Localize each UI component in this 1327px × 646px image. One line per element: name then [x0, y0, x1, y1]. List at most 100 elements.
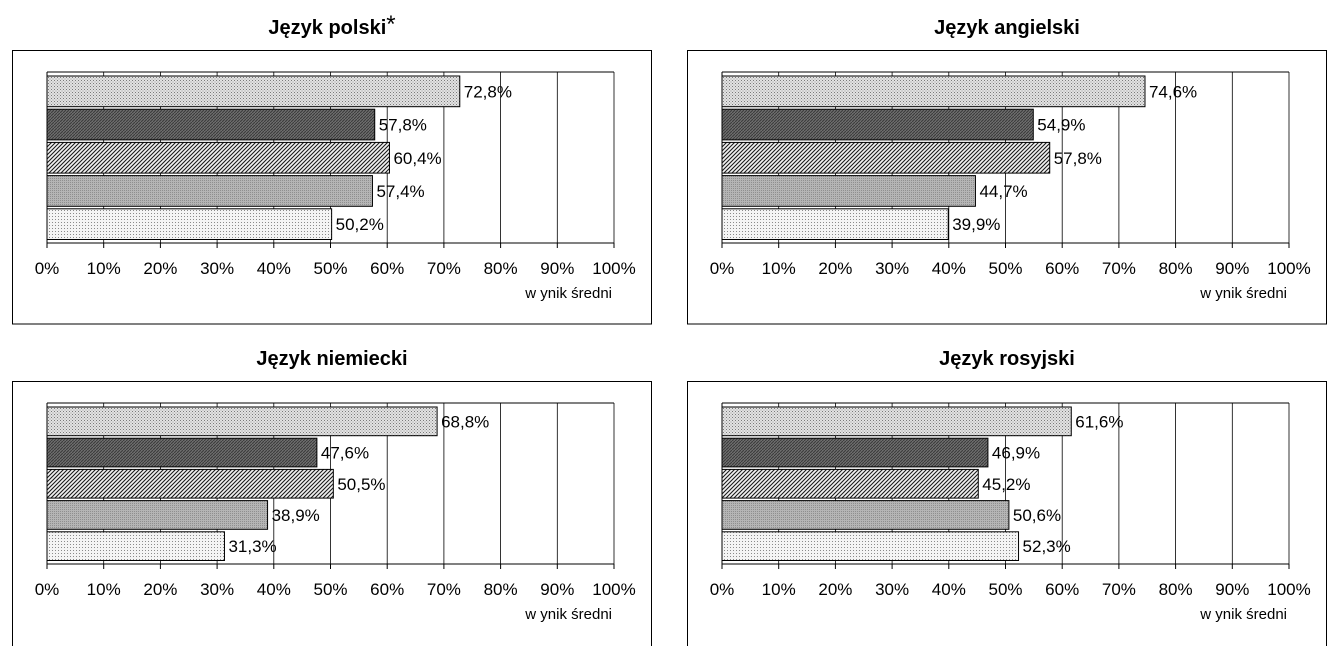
x-tick-label: 0% [710, 259, 735, 278]
x-tick-label: 90% [1215, 259, 1249, 278]
chart-title: Język niemiecki [256, 348, 408, 370]
x-axis-label: w ynik średni [1199, 285, 1287, 302]
x-tick-label: 60% [370, 259, 404, 278]
data-label: 57,8% [1054, 149, 1102, 168]
x-tick-label: 90% [540, 580, 574, 599]
x-tick-label: 50% [988, 580, 1022, 599]
x-tick-label: 40% [257, 259, 291, 278]
bar [46, 75, 461, 108]
x-tick-label: 30% [200, 259, 234, 278]
chart-frame [12, 381, 652, 646]
bar [721, 531, 1020, 562]
x-tick-label: 80% [1159, 259, 1193, 278]
data-label: 50,5% [337, 475, 385, 494]
data-label: 45,2% [982, 475, 1030, 494]
x-tick-label: 0% [35, 259, 60, 278]
data-label: 50,6% [1013, 506, 1061, 525]
x-tick-label: 10% [87, 580, 121, 599]
x-tick-label: 100% [1267, 259, 1310, 278]
data-label: 54,9% [1037, 116, 1085, 135]
data-label: 60,4% [393, 149, 441, 168]
bar [46, 531, 225, 562]
chart-title: Język polski* [268, 11, 396, 39]
chart-title: Język angielski [934, 17, 1080, 39]
data-label: 44,7% [979, 182, 1027, 201]
chart-frame [12, 50, 652, 325]
data-label: 31,3% [228, 537, 276, 556]
chart-panel-rosyjski: Język rosyjski 61,6% 46,9% 45,2% 50,6% 52,3%… [687, 336, 1327, 646]
bar-chart: 68,8% 47,6% 50,5% 38,9% 31,3% 0% 10% 20% 30% 40% 5… [12, 381, 652, 646]
bar [721, 141, 1051, 174]
x-tick-label: 20% [818, 580, 852, 599]
x-tick-label: 80% [484, 580, 518, 599]
bar [46, 108, 376, 141]
x-tick-label: 50% [313, 580, 347, 599]
bar-chart: 61,6% 46,9% 45,2% 50,6% 52,3% 0% 10% 20% 30% 40% 5… [687, 381, 1327, 646]
data-label: 68,8% [441, 412, 489, 431]
bar [721, 208, 949, 241]
x-tick-label: 100% [592, 580, 635, 599]
bar [46, 437, 318, 468]
bar-chart: 74,6% 54,9% 57,8% 44,7% 39,9% 0% 10% 20% 30% 40% 5… [687, 50, 1327, 325]
x-tick-label: 100% [592, 259, 635, 278]
x-tick-label: 60% [1045, 580, 1079, 599]
x-tick-label: 70% [1102, 259, 1136, 278]
chart-panel-polski: Język polski* 72,8% 57,8% 60,4% 57,4% 50,2% 0… [12, 5, 652, 325]
x-tick-label: 40% [932, 580, 966, 599]
data-label: 57,4% [376, 182, 424, 201]
chart-panel-angielski: Język angielski 74,6% 54,9% 57,8% 44,7% 39,9… [687, 5, 1327, 325]
x-tick-label: 50% [313, 259, 347, 278]
data-label: 47,6% [321, 444, 369, 463]
bar [46, 208, 333, 241]
x-tick-label: 40% [932, 259, 966, 278]
x-axis-label: w ynik średni [524, 285, 612, 302]
x-tick-label: 20% [143, 259, 177, 278]
x-tick-label: 20% [818, 259, 852, 278]
x-tick-label: 70% [427, 259, 461, 278]
x-tick-label: 10% [762, 580, 796, 599]
data-label: 52,3% [1023, 537, 1071, 556]
bar [721, 468, 979, 499]
x-tick-label: 100% [1267, 580, 1310, 599]
x-tick-label: 80% [1159, 580, 1193, 599]
x-tick-label: 30% [875, 580, 909, 599]
data-label: 46,9% [992, 444, 1040, 463]
x-tick-label: 30% [875, 259, 909, 278]
x-tick-label: 10% [87, 259, 121, 278]
bar [721, 437, 989, 468]
x-axis-label: w ynik średni [524, 606, 612, 623]
bar-chart: 72,8% 57,8% 60,4% 57,4% 50,2% 0% 10% 20% 30% 40% 5… [12, 50, 652, 325]
chart-title: Język rosyjski [939, 348, 1075, 370]
x-axis-label: w ynik średni [1199, 606, 1287, 623]
bar [46, 175, 373, 207]
x-tick-label: 70% [1102, 580, 1136, 599]
x-tick-label: 60% [370, 580, 404, 599]
x-tick-label: 40% [257, 580, 291, 599]
data-label: 38,9% [272, 506, 320, 525]
x-tick-label: 10% [762, 259, 796, 278]
data-label: 61,6% [1075, 412, 1123, 431]
x-tick-label: 90% [540, 259, 574, 278]
x-tick-label: 80% [484, 259, 518, 278]
bar [721, 75, 1146, 108]
data-label: 74,6% [1149, 82, 1197, 101]
data-label: 72,8% [464, 82, 512, 101]
x-tick-label: 20% [143, 580, 177, 599]
bar [721, 500, 1010, 530]
bar [721, 108, 1034, 141]
bar [46, 500, 269, 530]
bar [721, 175, 976, 207]
data-label: 57,8% [379, 116, 427, 135]
x-tick-label: 0% [710, 580, 735, 599]
x-tick-label: 50% [988, 259, 1022, 278]
chart-panel-niemiecki: Język niemiecki 68,8% 47,6% 50,5% 38,9% 31,3… [12, 336, 652, 646]
data-label: 50,2% [336, 215, 384, 234]
x-tick-label: 30% [200, 580, 234, 599]
bar [721, 406, 1072, 437]
bar [46, 406, 438, 437]
bar [46, 468, 334, 499]
bar [46, 141, 390, 174]
x-tick-label: 60% [1045, 259, 1079, 278]
x-tick-label: 90% [1215, 580, 1249, 599]
